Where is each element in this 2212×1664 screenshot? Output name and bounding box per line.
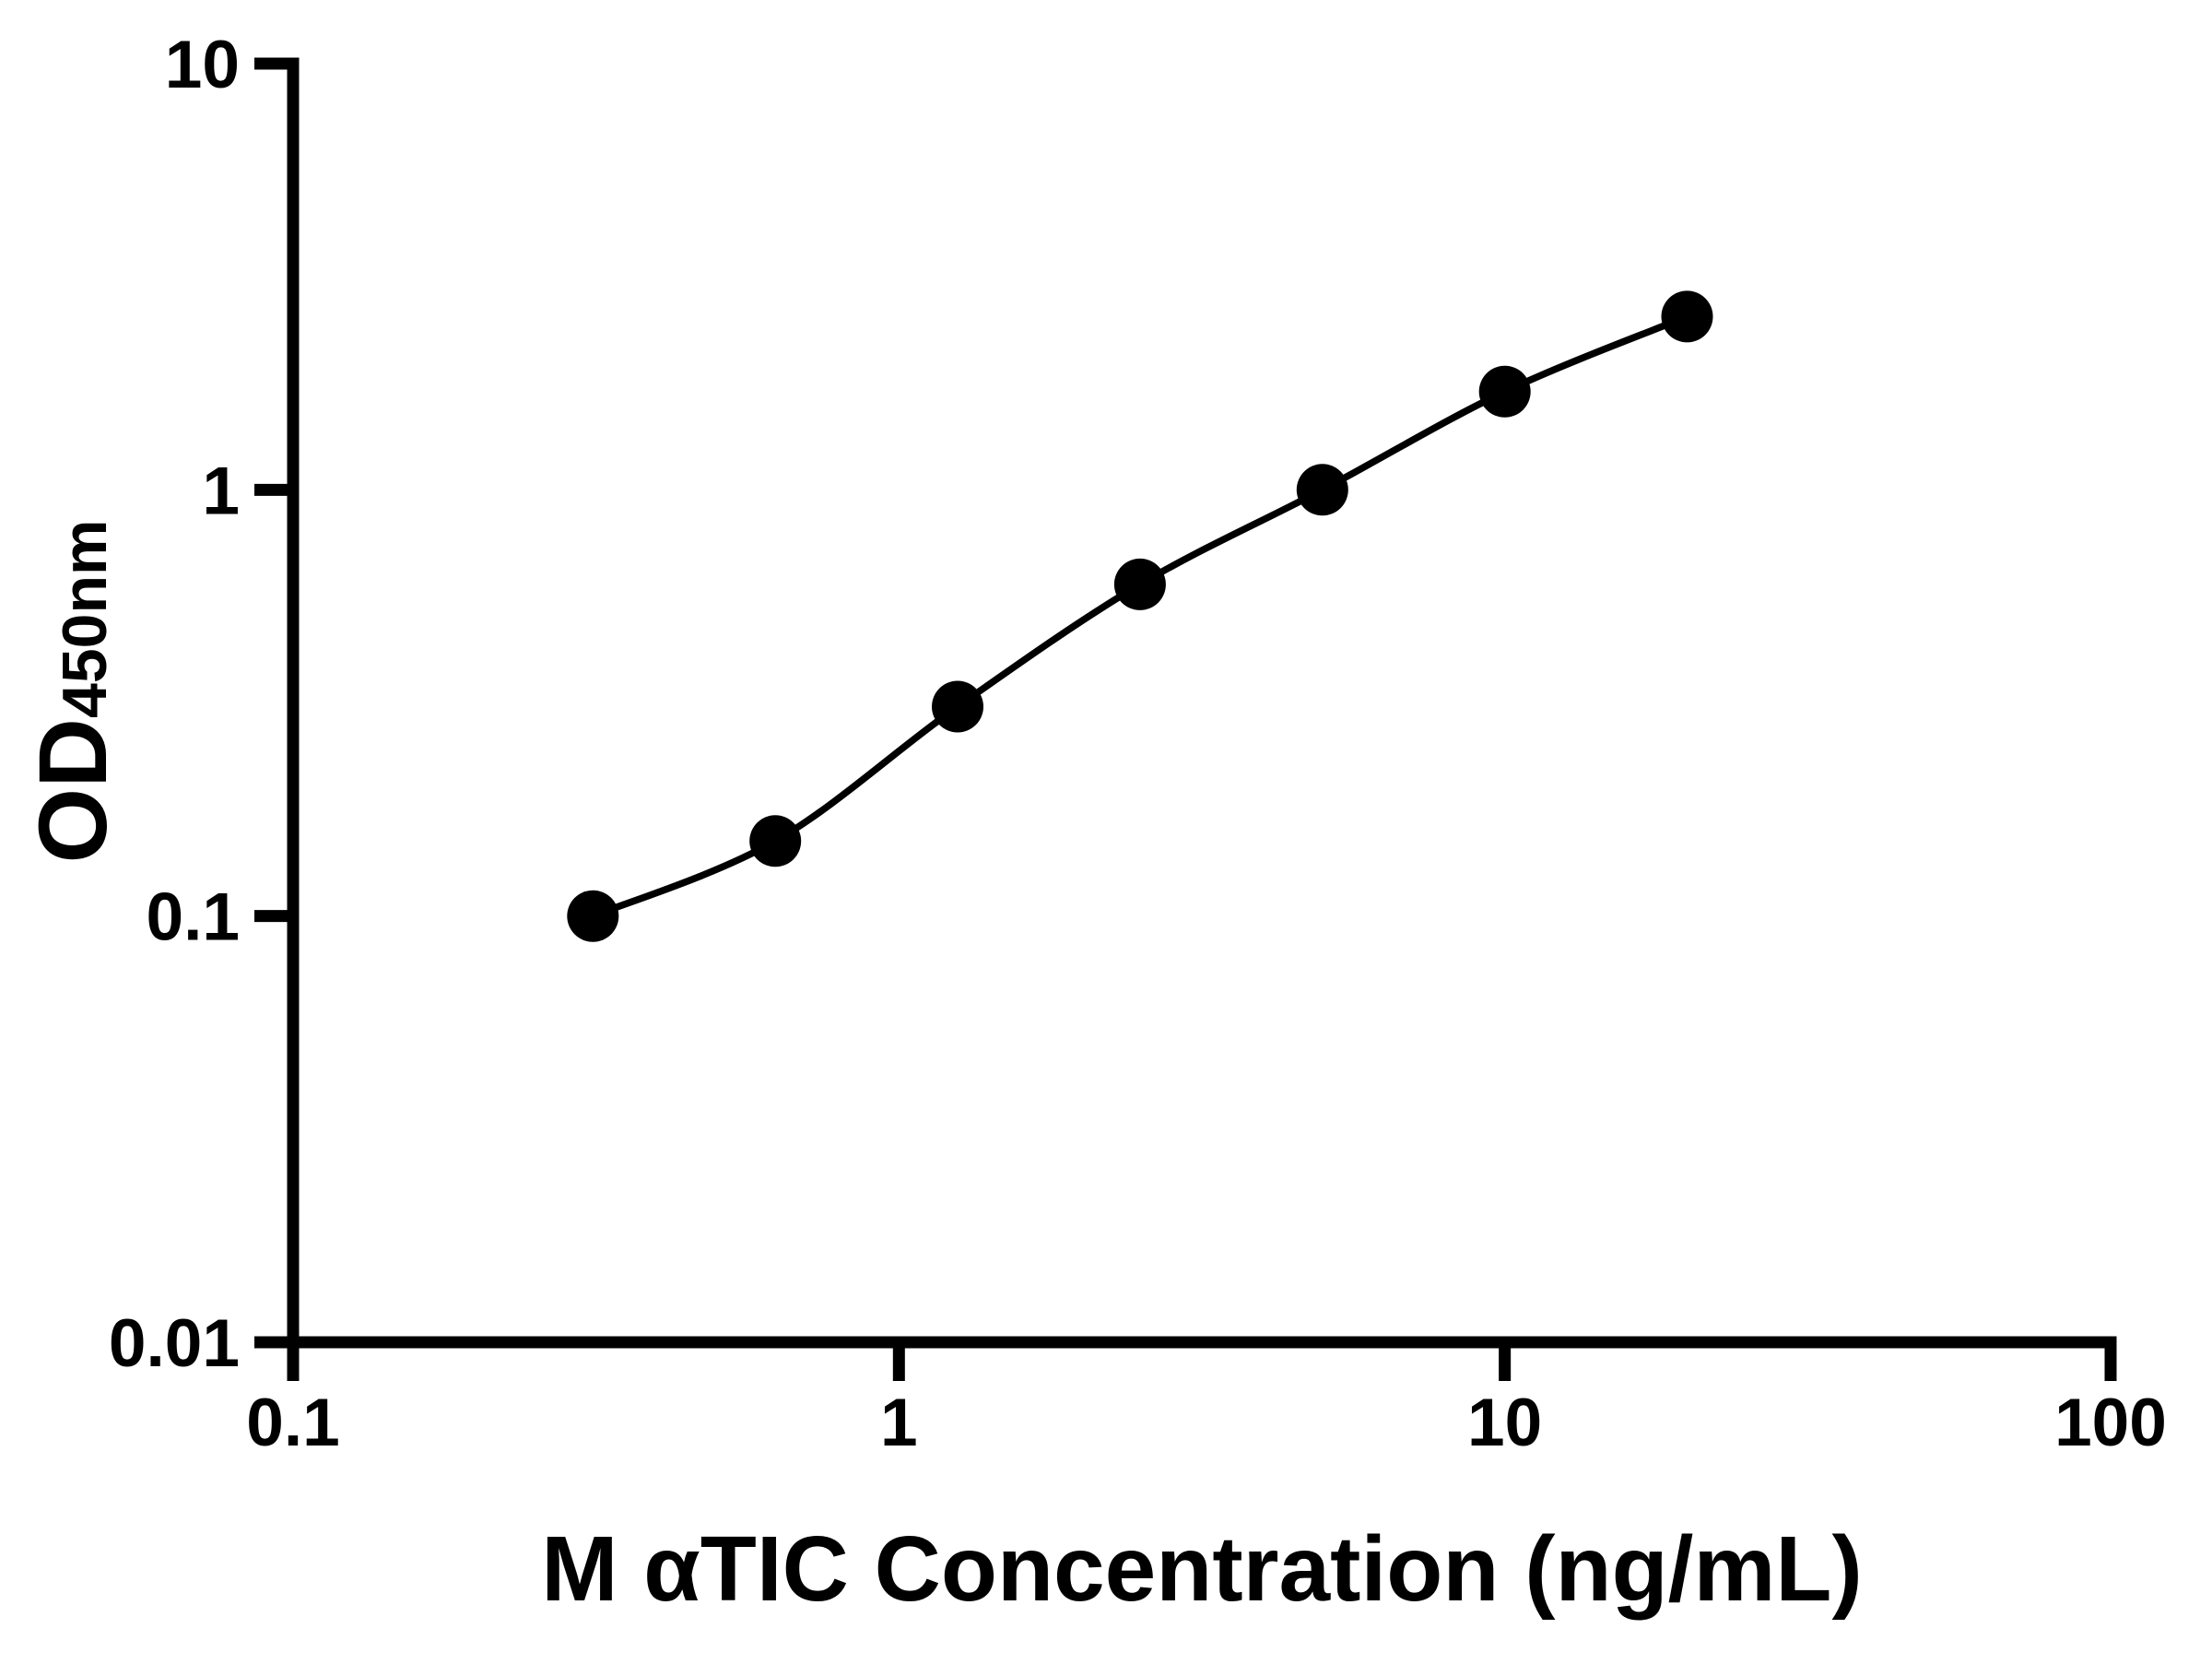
data-point-marker [1478,365,1531,418]
data-point-marker [749,815,802,867]
data-point-marker [932,680,983,733]
y-axis-title: OD450nm [19,520,127,864]
data-point-marker [1113,558,1166,610]
data-point-marker [1296,464,1348,516]
y-axis-tick-labels: 10 1 0.1 0.01 [109,28,240,1381]
x-tick-label: 0.1 [246,1386,339,1460]
y-tick-label: 0.01 [109,1306,240,1381]
data-point-marker [567,890,619,942]
y-tick-label: 0.1 [147,880,240,955]
x-axis-title: M αTIC Concentration (ng/mL) [541,1517,1863,1621]
x-axis-ticks [287,1342,1512,1381]
x-tick-label: 100 [2054,1386,2167,1460]
y-tick-label: 10 [165,28,240,102]
y-tick-label: 1 [202,454,240,528]
data-points [567,290,1713,942]
y-axis-ticks [254,483,293,1349]
x-axis-tick-labels: 0.1 1 10 100 [246,1386,2167,1460]
y-axis-title-subscript: 450nm [50,520,120,718]
x-tick-label: 1 [880,1386,918,1460]
data-point-marker [1661,290,1713,343]
y-axis-title-main: OD [19,718,127,864]
x-tick-label: 10 [1467,1386,1542,1460]
axis-spine [254,57,2117,1381]
